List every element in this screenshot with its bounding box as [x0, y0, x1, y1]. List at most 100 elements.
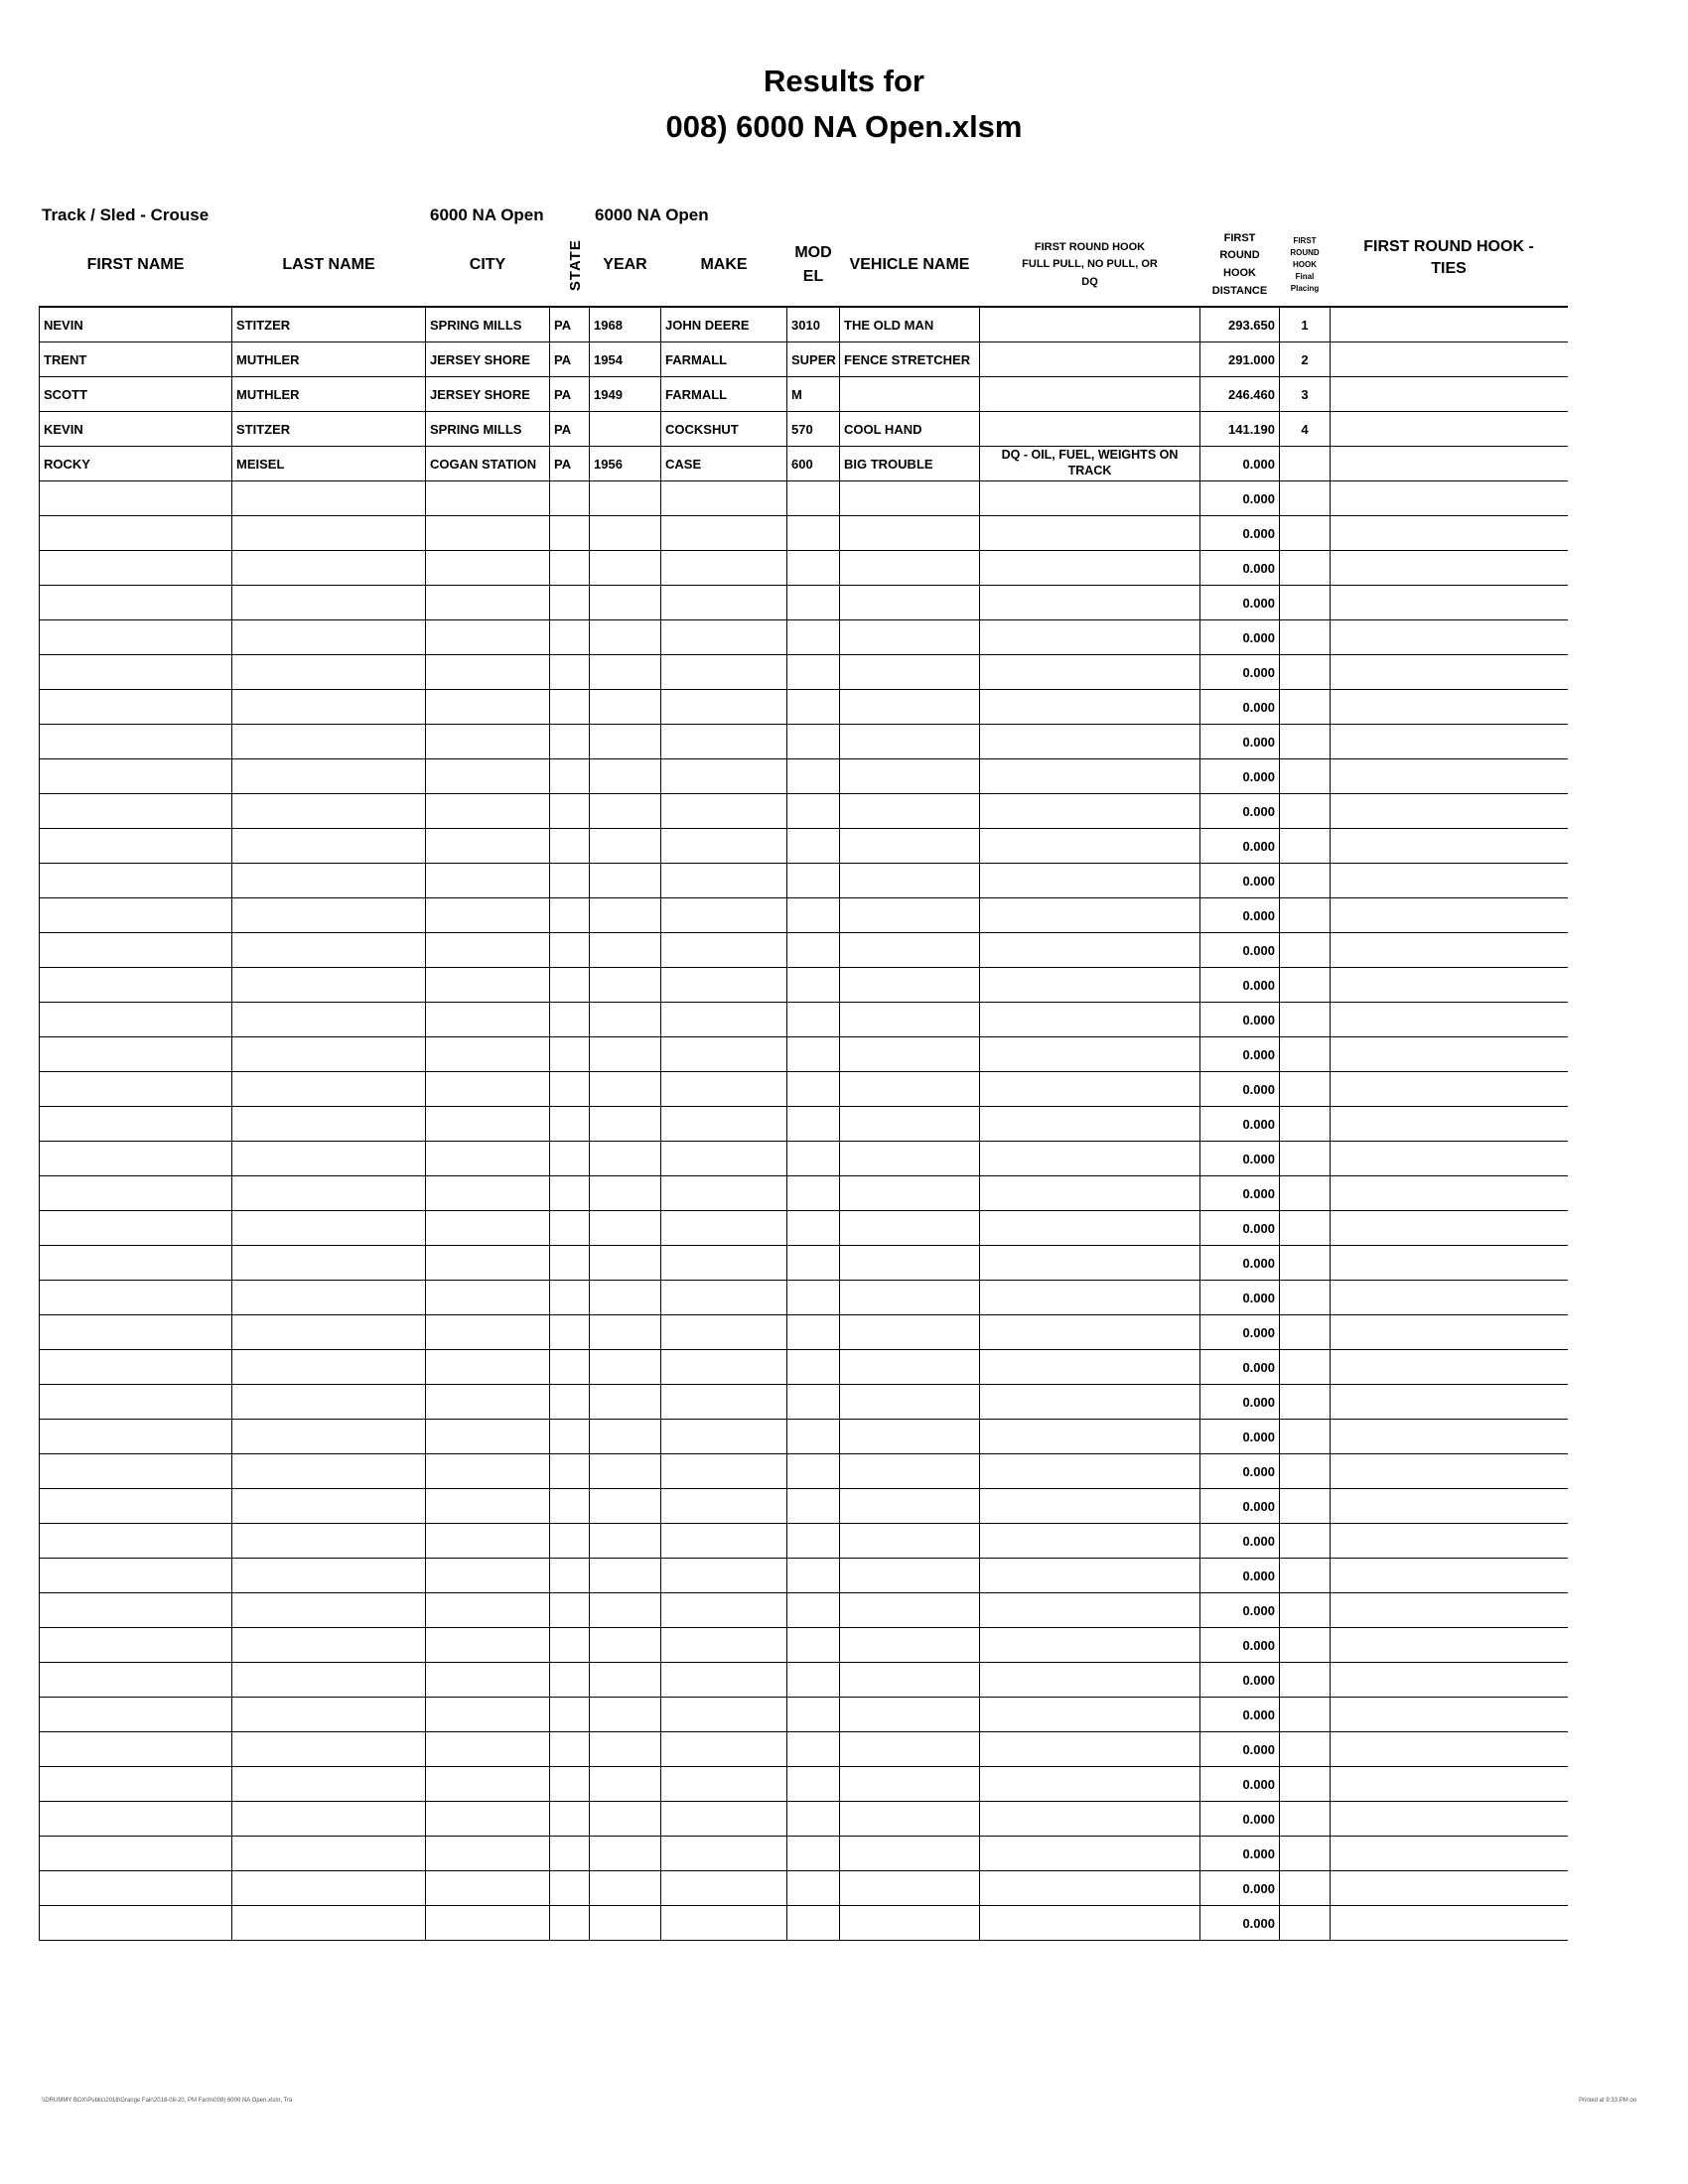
table-row: ROCKY MEISEL COGAN STATION PA 1956 CASE 600 BIG…: [39, 446, 1568, 481]
cell-vehicle-name: THE OLD MAN: [839, 306, 980, 342]
cell-hook-distance: 0.000: [1199, 1175, 1280, 1211]
cell-model: [786, 863, 840, 898]
header-vehicle-name: VEHICLE NAME: [849, 256, 970, 274]
cell-vehicle-name: [839, 1210, 980, 1246]
cell-model: [786, 967, 840, 1003]
cell-last-name: [231, 1870, 426, 1906]
cell-city: [425, 550, 550, 586]
cell-first-name: [39, 1801, 232, 1837]
cell-make: [660, 1349, 787, 1385]
cell-first-name: [39, 724, 232, 759]
cell-state: [549, 1245, 590, 1281]
cell-final-placing: [1279, 1766, 1331, 1802]
cell-hook-distance: 0.000: [1199, 897, 1280, 933]
cell-hook-result: [979, 1419, 1200, 1454]
cell-hook-distance: 141.190: [1199, 411, 1280, 447]
cell-hook-result: [979, 793, 1200, 829]
cell-city: [425, 1870, 550, 1906]
cell-city: [425, 724, 550, 759]
cell-hook-result: [979, 1314, 1200, 1350]
cell-hook-distance: 291.000: [1199, 341, 1280, 377]
cell-hook-result: [979, 724, 1200, 759]
cell-last-name: [231, 1905, 426, 1941]
cell-year: [589, 1106, 661, 1142]
cell-state: PA: [549, 411, 590, 447]
table-row: 0.000: [39, 1349, 1568, 1385]
cell-hook-distance: 0.000: [1199, 1280, 1280, 1315]
cell-first-name: [39, 828, 232, 864]
cell-first-name: [39, 689, 232, 725]
cell-make: [660, 1384, 787, 1420]
cell-vehicle-name: [839, 1036, 980, 1072]
cell-first-name: [39, 1245, 232, 1281]
cell-first-name: [39, 1314, 232, 1350]
cell-model: [786, 550, 840, 586]
cell-hook-distance: 0.000: [1199, 1141, 1280, 1176]
cell-vehicle-name: [839, 828, 980, 864]
cell-city: [425, 1662, 550, 1698]
cell-make: [660, 932, 787, 968]
cell-last-name: [231, 1280, 426, 1315]
cell-hook-distance: 0.000: [1199, 585, 1280, 620]
cell-year: 1968: [589, 306, 661, 342]
cell-model: [786, 1766, 840, 1802]
cell-first-name: [39, 1210, 232, 1246]
header-city: CITY: [469, 256, 506, 274]
table-row: 0.000: [39, 550, 1568, 586]
cell-hook-result: [979, 654, 1200, 690]
cell-model: [786, 1523, 840, 1559]
cell-year: [589, 1210, 661, 1246]
cell-model: [786, 1210, 840, 1246]
table-row: 0.000: [39, 967, 1568, 1003]
cell-hook-distance: 0.000: [1199, 1905, 1280, 1941]
cell-make: [660, 1523, 787, 1559]
cell-make: COCKSHUT: [660, 411, 787, 447]
cell-make: [660, 1766, 787, 1802]
cell-hook-result: [979, 619, 1200, 655]
cell-city: [425, 480, 550, 516]
cell-model: [786, 1870, 840, 1906]
cell-hook-distance: 0.000: [1199, 1002, 1280, 1037]
cell-vehicle-name: [839, 1766, 980, 1802]
cell-ties: [1330, 1558, 1568, 1593]
cell-make: [660, 1488, 787, 1524]
cell-hook-result: [979, 1384, 1200, 1420]
class-label-2: 6000 NA Open: [595, 205, 709, 224]
table-row: 0.000: [39, 1384, 1568, 1420]
cell-year: [589, 1175, 661, 1211]
cell-city: [425, 654, 550, 690]
cell-city: [425, 1905, 550, 1941]
cell-last-name: [231, 1141, 426, 1176]
cell-last-name: [231, 724, 426, 759]
cell-year: [589, 1141, 661, 1176]
cell-hook-distance: 0.000: [1199, 550, 1280, 586]
cell-hook-distance: 246.460: [1199, 376, 1280, 412]
cell-make: [660, 1002, 787, 1037]
cell-model: 3010: [786, 306, 840, 342]
cell-hook-result: [979, 897, 1200, 933]
cell-model: [786, 1662, 840, 1698]
cell-last-name: [231, 1731, 426, 1767]
cell-ties: [1330, 724, 1568, 759]
cell-city: [425, 1523, 550, 1559]
cell-year: [589, 654, 661, 690]
cell-last-name: [231, 1002, 426, 1037]
cell-state: PA: [549, 306, 590, 342]
cell-hook-result: [979, 306, 1200, 342]
cell-last-name: [231, 932, 426, 968]
table-row: 0.000: [39, 1662, 1568, 1698]
cell-first-name: [39, 1280, 232, 1315]
header-hook-result: FIRST ROUND HOOK FULL PULL, NO PULL, OR …: [1022, 240, 1158, 288]
cell-hook-result: [979, 758, 1200, 794]
cell-hook-result: [979, 1071, 1200, 1107]
cell-last-name: STITZER: [231, 306, 426, 342]
cell-hook-result: [979, 828, 1200, 864]
cell-ties: [1330, 1384, 1568, 1420]
cell-first-name: KEVIN: [39, 411, 232, 447]
cell-model: [786, 1002, 840, 1037]
cell-final-placing: [1279, 550, 1331, 586]
cell-vehicle-name: [839, 1280, 980, 1315]
cell-make: [660, 758, 787, 794]
cell-make: [660, 897, 787, 933]
cell-ties: [1330, 1280, 1568, 1315]
